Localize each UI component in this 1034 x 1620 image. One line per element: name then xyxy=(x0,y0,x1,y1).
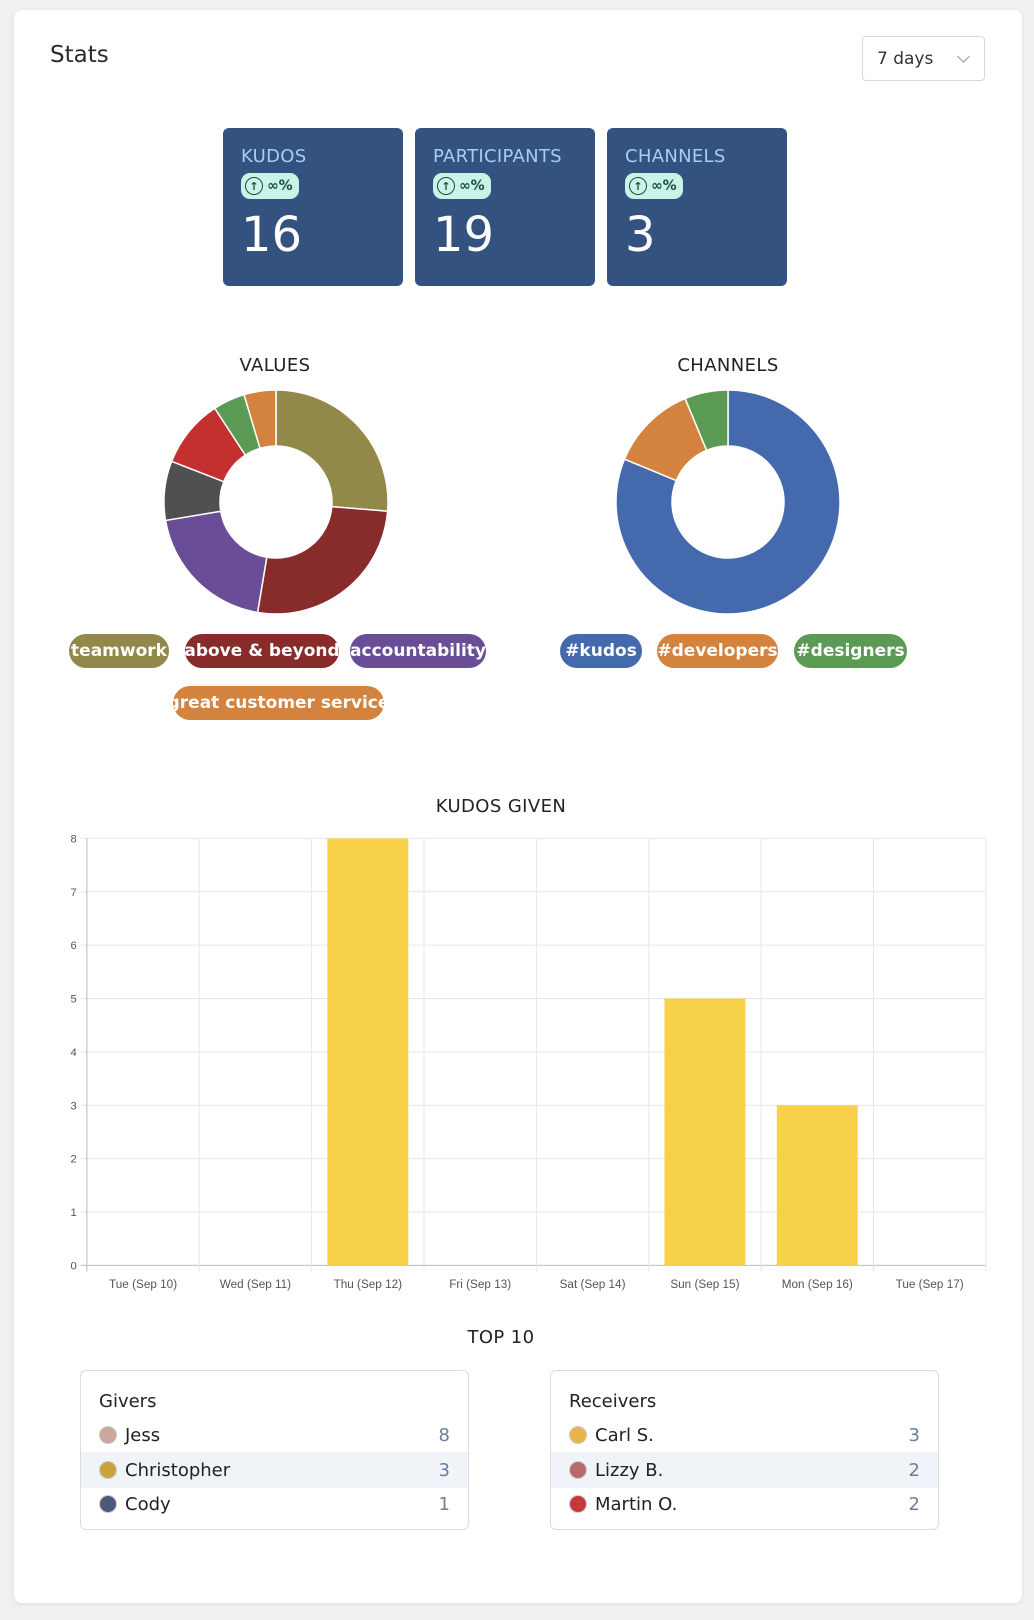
arrow-up-icon: ↑ xyxy=(245,177,263,195)
channels-slice-2[interactable] xyxy=(684,389,729,452)
stat-change-badge: ↑ ∞% xyxy=(433,173,491,199)
y-tick-label: 8 xyxy=(70,833,76,845)
y-tick-label: 3 xyxy=(70,1100,76,1112)
page-title: Stats xyxy=(50,42,109,68)
values-legend-item[interactable]: above & beyond xyxy=(184,634,340,668)
giver-count: 3 xyxy=(438,1459,450,1481)
x-tick-label: Thu (Sep 12) xyxy=(334,1278,403,1291)
receivers-list-title: Receivers xyxy=(569,1391,657,1412)
chevron-down-icon xyxy=(957,50,970,63)
top10-title: TOP 10 xyxy=(467,1327,535,1348)
avatar xyxy=(569,1461,587,1479)
values-slice-0[interactable] xyxy=(275,389,389,513)
stat-box-participants: PARTICIPANTS ↑ ∞% 19 xyxy=(415,128,595,286)
receiver-count: 2 xyxy=(908,1459,920,1481)
bar-chart-title: KUDOS GIVEN xyxy=(435,796,567,817)
stat-value: 16 xyxy=(241,207,303,263)
channels-donut-chart xyxy=(615,389,841,615)
arrow-up-icon: ↑ xyxy=(629,177,647,195)
receivers-list: Receivers Carl S. 3 Lizzy B. 2 Martin O.… xyxy=(550,1370,939,1530)
channels-legend-item[interactable]: #developers xyxy=(657,634,778,668)
values-legend-item[interactable]: teamwork xyxy=(69,634,169,668)
y-tick-label: 5 xyxy=(70,994,76,1006)
stat-change-badge: ↑ ∞% xyxy=(241,173,299,199)
kudos-given-bar-chart: 0 1 2 3 4 5 6 7 8 Tue (Sep 10) Wed (Sep 11) Thu (Se… xyxy=(70,833,987,1291)
stat-change-badge: ↑ ∞% xyxy=(625,173,683,199)
bar-2[interactable] xyxy=(327,838,409,1266)
y-tick-label: 2 xyxy=(70,1154,76,1166)
y-tick-label: 0 xyxy=(70,1260,76,1272)
receiver-name: Carl S. xyxy=(595,1424,654,1446)
list-item[interactable]: Jess 8 xyxy=(81,1417,468,1453)
channels-legend-item[interactable]: #designers xyxy=(794,634,907,668)
list-item[interactable]: Christopher 3 xyxy=(81,1452,468,1488)
x-tick-label: Tue (Sep 10) xyxy=(109,1278,177,1291)
avatar xyxy=(99,1426,117,1444)
x-tick-label: Tue (Sep 17) xyxy=(896,1278,964,1291)
givers-list-title: Givers xyxy=(99,1391,157,1412)
stat-value: 3 xyxy=(625,207,656,263)
list-item[interactable]: Martin O. 2 xyxy=(551,1486,938,1522)
values-donut-chart xyxy=(163,389,389,615)
period-select-value: 7 days xyxy=(877,48,934,69)
period-select[interactable]: 7 days xyxy=(862,36,985,81)
x-tick-label: Mon (Sep 16) xyxy=(782,1278,853,1291)
y-tick-label: 7 xyxy=(70,887,76,899)
x-tick-label: Sat (Sep 14) xyxy=(560,1278,626,1291)
avatar xyxy=(99,1461,117,1479)
giver-name: Jess xyxy=(125,1424,161,1446)
values-chart-title: VALUES xyxy=(239,355,311,376)
bar-5[interactable] xyxy=(664,998,746,1266)
x-tick-label: Sun (Sep 15) xyxy=(670,1278,739,1291)
arrow-up-icon: ↑ xyxy=(437,177,455,195)
receiver-name: Lizzy B. xyxy=(595,1459,664,1481)
x-tick-label: Fri (Sep 13) xyxy=(449,1278,511,1291)
values-slice-2[interactable] xyxy=(164,510,268,614)
receiver-name: Martin O. xyxy=(595,1493,678,1515)
avatar xyxy=(99,1495,117,1513)
y-tick-label: 4 xyxy=(70,1047,76,1059)
stat-change-value: ∞% xyxy=(267,178,293,194)
stat-change-value: ∞% xyxy=(459,178,485,194)
stat-label: KUDOS xyxy=(241,146,307,167)
receiver-count: 3 xyxy=(908,1424,920,1446)
x-tick-label: Wed (Sep 11) xyxy=(220,1278,291,1291)
values-legend-item[interactable]: great customer service xyxy=(168,686,389,720)
channels-chart-title: CHANNELS xyxy=(677,355,779,376)
giver-name: Cody xyxy=(125,1493,171,1515)
channels-slice-0[interactable] xyxy=(615,389,841,615)
giver-count: 8 xyxy=(438,1424,450,1446)
channels-legend-item[interactable]: #kudos xyxy=(560,634,642,668)
stat-box-channels: CHANNELS ↑ ∞% 3 xyxy=(607,128,787,286)
givers-list: Givers Jess 8 Christopher 3 Cody 1 xyxy=(80,1370,469,1530)
avatar xyxy=(569,1426,587,1444)
values-slice-6[interactable] xyxy=(243,389,277,450)
values-legend-item[interactable]: accountability xyxy=(350,634,486,668)
receiver-count: 2 xyxy=(908,1493,920,1515)
giver-name: Christopher xyxy=(125,1459,231,1481)
stats-card: Stats 7 days KUDOS ↑ ∞% 16 PARTICIPANTS … xyxy=(14,10,1022,1603)
avatar xyxy=(569,1495,587,1513)
y-tick-label: 1 xyxy=(70,1207,76,1219)
stat-label: CHANNELS xyxy=(625,146,726,167)
values-slice-1[interactable] xyxy=(256,505,389,615)
list-item[interactable]: Carl S. 3 xyxy=(551,1417,938,1453)
list-item[interactable]: Lizzy B. 2 xyxy=(551,1452,938,1488)
list-item[interactable]: Cody 1 xyxy=(81,1486,468,1522)
stat-label: PARTICIPANTS xyxy=(433,146,562,167)
giver-count: 1 xyxy=(438,1493,450,1515)
stat-change-value: ∞% xyxy=(651,178,677,194)
stat-value: 19 xyxy=(433,207,495,263)
bar-6[interactable] xyxy=(776,1105,858,1266)
stat-box-kudos: KUDOS ↑ ∞% 16 xyxy=(223,128,403,286)
y-tick-label: 6 xyxy=(70,940,76,952)
